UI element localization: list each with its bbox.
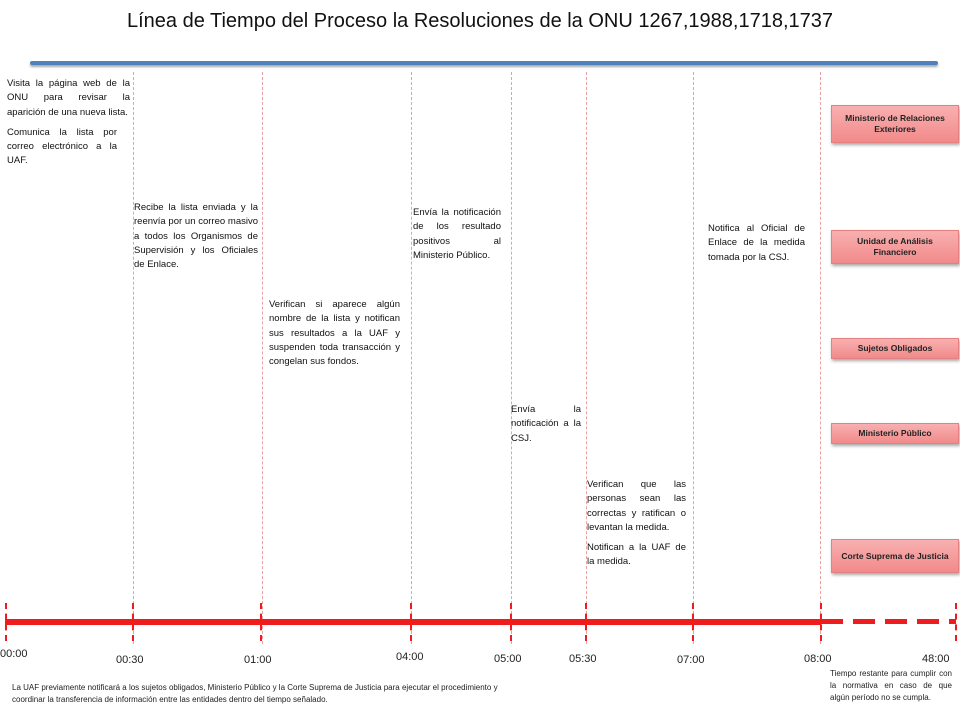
timeline-tick	[410, 603, 412, 641]
step-paragraph: Visita la página web de la ONU para revi…	[7, 78, 130, 118]
timeline-bar	[5, 619, 821, 625]
step-paragraph: Verifican que las personas sean las corr…	[587, 479, 686, 533]
step-note-sujetos: Verifican si aparece algún nombre de la …	[269, 298, 400, 375]
time-label: 00:00	[0, 648, 28, 660]
timeline-tick	[260, 603, 262, 641]
guide-line-0500	[511, 72, 512, 644]
entity-label: Ministerio Público	[858, 428, 932, 438]
title-underline	[30, 61, 938, 65]
entity-label: Corte Suprema de Justicia	[841, 550, 949, 561]
step-paragraph: Envía la notificación de los resultado p…	[413, 207, 501, 261]
time-label: 08:00	[804, 653, 832, 665]
step-note-uaf-oficial: Notifica al Oficial de Enlace de la medi…	[708, 222, 805, 271]
entity-label: Unidad de Análisis Financiero	[857, 236, 933, 257]
entity-sujetos-obligados: Sujetos Obligados	[831, 338, 959, 359]
time-label: 05:00	[494, 653, 522, 665]
timeline-tick	[585, 603, 587, 641]
guide-line-0800	[820, 72, 821, 644]
guide-line-0530	[586, 72, 587, 644]
remaining-time-note: Tiempo restante para cumplir con la norm…	[830, 669, 952, 702]
step-paragraph: Notifica al Oficial de Enlace de la medi…	[708, 223, 805, 263]
footnote: La UAF previamente notificará a los suje…	[12, 683, 498, 704]
entity-mre: Ministerio de Relaciones Exteriores	[831, 105, 959, 143]
step-paragraph: Comunica la lista por correo electrónico…	[7, 126, 117, 167]
guide-line-0100	[262, 72, 263, 644]
step-note-uaf: Recibe la lista enviada y la reenvía por…	[134, 201, 258, 278]
entity-uaf: Unidad de Análisis Financiero	[831, 230, 959, 264]
timeline-tick	[132, 603, 134, 641]
entity-label: Sujetos Obligados	[857, 343, 933, 353]
time-label: 07:00	[677, 654, 705, 666]
timeline-tick	[955, 603, 957, 641]
entity-label: Ministerio de Relaciones Exteriores	[845, 113, 945, 134]
guide-line-0400	[411, 72, 412, 644]
step-note-uaf-mp: Envía la notificación de los resultado p…	[413, 206, 501, 269]
time-label: 00:30	[116, 654, 144, 666]
time-label: 04:00	[396, 651, 424, 663]
step-paragraph: Notifican a la UAF de la medida.	[587, 542, 686, 568]
step-note-mre: Visita la página web de la ONU para revi…	[7, 77, 130, 175]
timeline-bar-dashed	[821, 619, 956, 624]
time-label: 05:30	[569, 653, 597, 665]
timeline-tick	[510, 603, 512, 641]
timeline-tick	[820, 603, 822, 641]
step-paragraph: Recibe la lista enviada y la reenvía por…	[134, 202, 258, 271]
entity-csj: Corte Suprema de Justicia	[831, 539, 959, 573]
step-paragraph: Verifican si aparece algún nombre de la …	[269, 299, 400, 368]
guide-line-0700	[693, 72, 694, 644]
guide-line-0030	[133, 72, 134, 644]
page-title: Línea de Tiempo del Proceso la Resolucio…	[126, 10, 834, 32]
time-label: 48:00	[922, 653, 950, 665]
timeline-tick	[692, 603, 694, 641]
timeline-tick	[5, 603, 7, 641]
step-note-csj: Verifican que las personas sean las corr…	[587, 478, 686, 576]
time-label: 01:00	[244, 654, 272, 666]
step-note-mp-csj: Envía la notificación a la CSJ.	[511, 403, 581, 452]
step-paragraph: Envía la notificación a la CSJ.	[511, 404, 581, 444]
entity-ministerio-publico: Ministerio Público	[831, 423, 959, 444]
